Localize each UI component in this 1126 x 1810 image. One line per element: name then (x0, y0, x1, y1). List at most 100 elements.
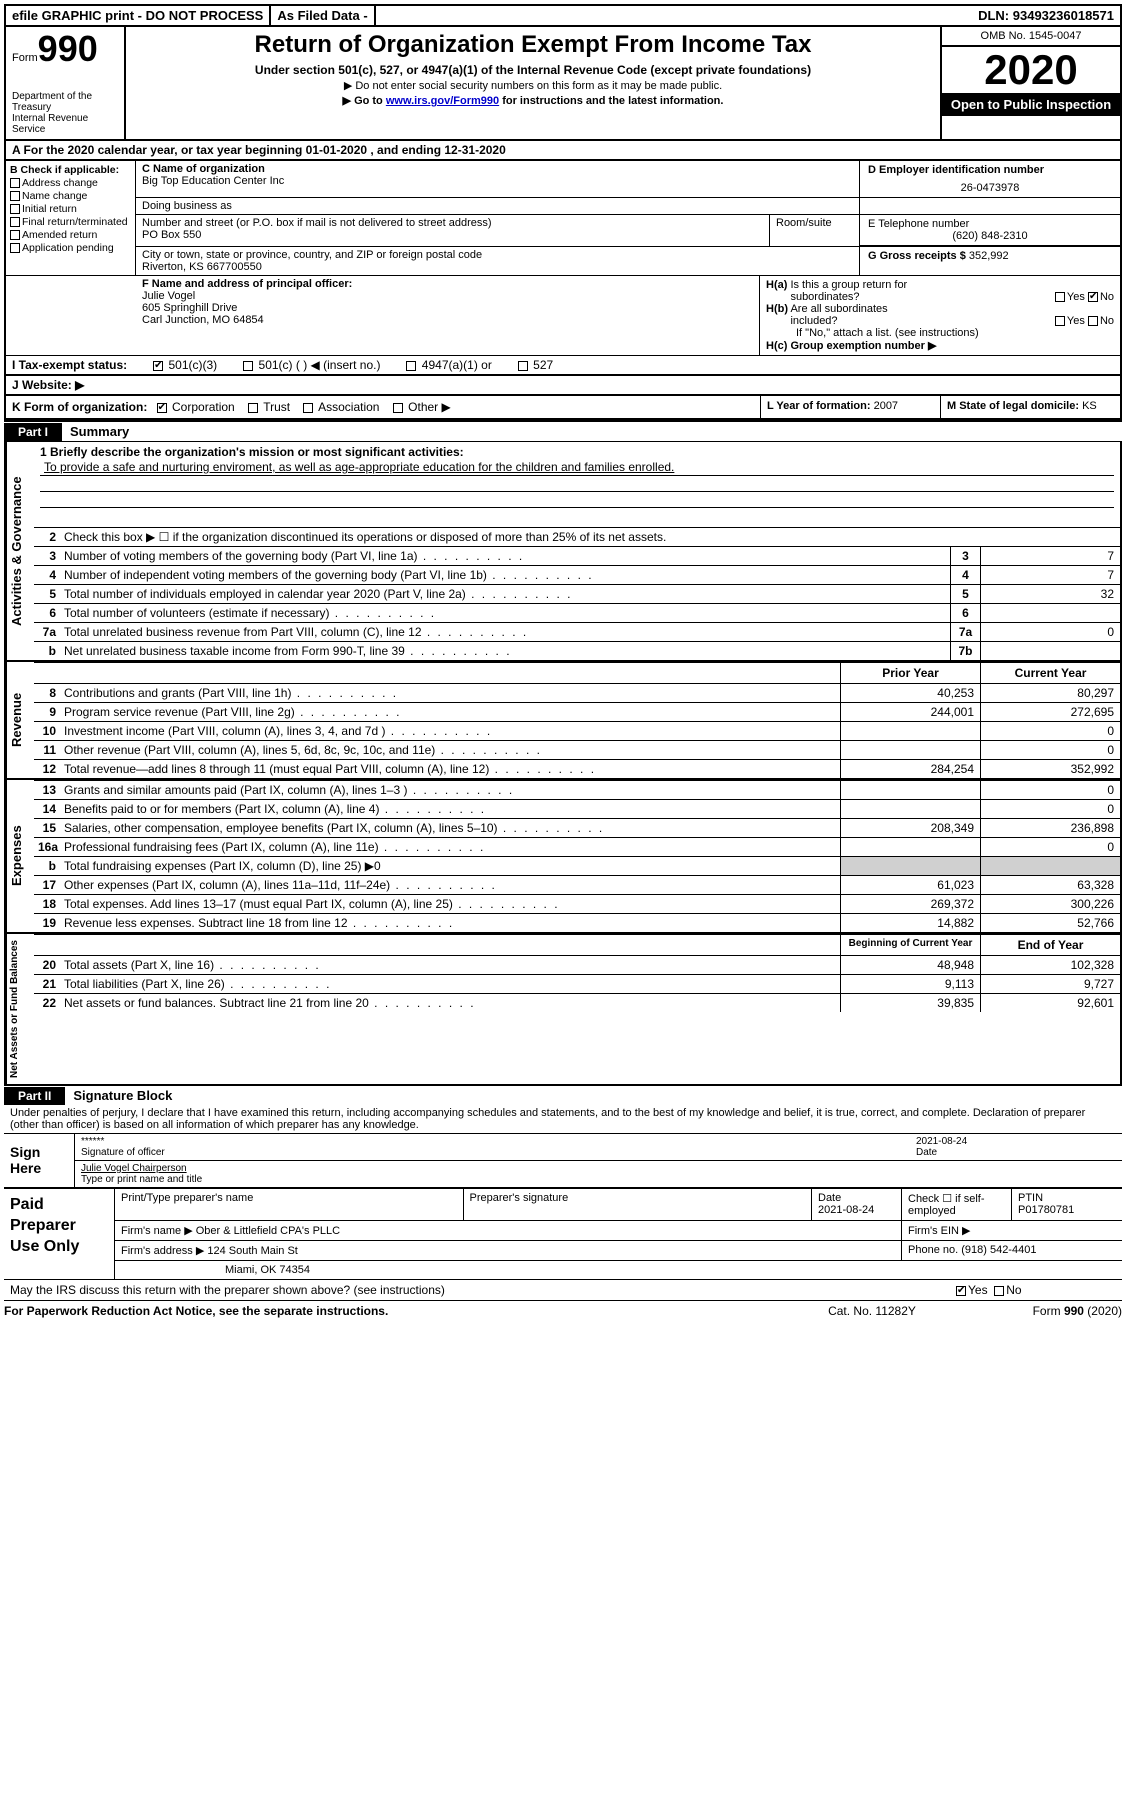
vlabel-expenses: Expenses (6, 780, 34, 932)
section-klm: K Form of organization: ✔ Corporation Tr… (4, 396, 1122, 420)
firm-ein-label: Firm's EIN ▶ (908, 1225, 971, 1237)
firm-phone-label: Phone no. (908, 1244, 958, 1256)
officer-label: F Name and address of principal officer: (142, 278, 753, 290)
paid-preparer-label: Paid Preparer Use Only (4, 1189, 114, 1279)
rev-line-9: 9 Program service revenue (Part VIII, li… (34, 702, 1120, 721)
ptin-label: PTIN (1018, 1192, 1043, 1204)
h-b-note: If "No," attach a list. (see instruction… (766, 327, 1114, 339)
section-i: I Tax-exempt status: ✔ 501(c)(3) 501(c) … (4, 355, 1122, 376)
paid-preparer-block: Paid Preparer Use Only Print/Type prepar… (4, 1187, 1122, 1279)
note-link: ▶ Go to www.irs.gov/Form990 for instruct… (134, 94, 932, 107)
sig-date: 2021-08-24 (916, 1136, 967, 1147)
discuss-text: May the IRS discuss this return with the… (10, 1283, 445, 1297)
street-label: Number and street (or P.O. box if mail i… (142, 217, 763, 229)
h-c: H(c) Group exemption number ▶ (766, 339, 1114, 352)
chk-app-pending[interactable]: Application pending (10, 242, 131, 254)
mission-text: To provide a safe and nurturing envirome… (40, 459, 1114, 476)
firm-addr-label: Firm's address ▶ (121, 1245, 204, 1257)
ptin-value: P01780781 (1018, 1204, 1074, 1216)
org-name-label: C Name of organization (142, 163, 853, 175)
prep-date: 2021-08-24 (818, 1204, 874, 1216)
form-title: Return of Organization Exempt From Incom… (134, 31, 932, 59)
form-ref: Form 990 (2020) (962, 1304, 1122, 1318)
phone-label: E Telephone number (868, 218, 1112, 230)
net-line-21: 21 Total liabilities (Part X, line 26) 9… (34, 974, 1120, 993)
dba-label: Doing business as (142, 200, 853, 212)
chk-name-change[interactable]: Name change (10, 190, 131, 202)
rev-line-10: 10 Investment income (Part VIII, column … (34, 721, 1120, 740)
exp-line-13: 13 Grants and similar amounts paid (Part… (34, 780, 1120, 799)
firm-name: Ober & Littlefield CPA's PLLC (196, 1225, 340, 1237)
part2-title: Signature Block (65, 1086, 180, 1105)
part2-header: Part II (4, 1087, 65, 1105)
part1-title: Summary (62, 422, 137, 441)
exp-line-19: 19 Revenue less expenses. Subtract line … (34, 913, 1120, 932)
org-name: Big Top Education Center Inc (142, 175, 853, 187)
prep-self-emp: Check ☐ if self-employed (902, 1189, 1012, 1220)
efile-notice: efile GRAPHIC print - DO NOT PROCESS (6, 6, 271, 25)
h-b: H(b) Are all subordinates included? Yes … (766, 303, 1114, 327)
gross-receipts-value: 352,992 (969, 250, 1009, 262)
gov-line-4: 4 Number of independent voting members o… (34, 565, 1120, 584)
officer-name: Julie Vogel (142, 290, 753, 302)
form-subtitle: Under section 501(c), 527, or 4947(a)(1)… (134, 63, 932, 77)
exp-line-b: b Total fundraising expenses (Part IX, c… (34, 856, 1120, 875)
sig-date-label: Date (916, 1147, 937, 1158)
discuss-row: May the IRS discuss this return with the… (4, 1279, 1122, 1300)
ein-label: D Employer identification number (868, 164, 1112, 176)
room-label: Room/suite (769, 215, 859, 246)
firm-addr2: Miami, OK 74354 (115, 1261, 1122, 1279)
gov-line-3: 3 Number of voting members of the govern… (34, 546, 1120, 565)
year-formation-label: L Year of formation: (767, 400, 871, 412)
officer-block: F Name and address of principal officer:… (4, 275, 1122, 355)
line-2: Check this box ▶ ☐ if the organization d… (60, 528, 1120, 546)
exp-line-18: 18 Total expenses. Add lines 13–17 (must… (34, 894, 1120, 913)
chk-initial-return[interactable]: Initial return (10, 203, 131, 215)
section-b: B Check if applicable: Address change Na… (6, 161, 136, 275)
net-line-22: 22 Net assets or fund balances. Subtract… (34, 993, 1120, 1012)
entity-block: B Check if applicable: Address change Na… (4, 161, 1122, 275)
open-inspection: Open to Public Inspection (942, 93, 1120, 116)
gov-line-7b: b Net unrelated business taxable income … (34, 641, 1120, 660)
street-value: PO Box 550 (142, 229, 763, 241)
city-value: Riverton, KS 667700550 (142, 261, 853, 273)
sig-stars: ****** (81, 1136, 104, 1147)
domicile-label: M State of legal domicile: (947, 400, 1079, 412)
sig-officer-label: Signature of officer (81, 1147, 165, 1158)
gov-line-5: 5 Total number of individuals employed i… (34, 584, 1120, 603)
chk-address-change[interactable]: Address change (10, 177, 131, 189)
rev-line-8: 8 Contributions and grants (Part VIII, l… (34, 683, 1120, 702)
omb-number: OMB No. 1545-0047 (942, 27, 1120, 47)
net-line-20: 20 Total assets (Part X, line 16) 48,948… (34, 955, 1120, 974)
note-ssn: Do not enter social security numbers on … (134, 79, 932, 92)
website-label: J Website: ▶ (12, 378, 84, 392)
phone-value: (620) 848-2310 (868, 230, 1112, 242)
department: Department of theTreasuryInternal Revenu… (12, 91, 118, 135)
vlabel-revenue: Revenue (6, 662, 34, 778)
h-a: H(a) Is this a group return for subordin… (766, 279, 1114, 303)
col-end: End of Year (980, 935, 1120, 955)
chk-final-return[interactable]: Final return/terminated (10, 216, 131, 228)
chk-amended[interactable]: Amended return (10, 229, 131, 241)
exp-line-16a: 16a Professional fundraising fees (Part … (34, 837, 1120, 856)
section-b-header: B Check if applicable: (10, 164, 131, 176)
paperwork-notice: For Paperwork Reduction Act Notice, see … (4, 1304, 782, 1318)
year-formation: 2007 (874, 400, 898, 412)
firm-phone: (918) 542-4401 (961, 1244, 1036, 1256)
rev-line-11: 11 Other revenue (Part VIII, column (A),… (34, 740, 1120, 759)
col-begin: Beginning of Current Year (840, 935, 980, 955)
ein-value: 26-0473978 (868, 176, 1112, 194)
rev-line-12: 12 Total revenue—add lines 8 through 11 … (34, 759, 1120, 778)
col-current: Current Year (980, 663, 1120, 683)
officer-addr1: 605 Springhill Drive (142, 302, 753, 314)
governance-section: Activities & Governance 1 Briefly descri… (4, 441, 1122, 662)
form-word: Form (12, 52, 38, 64)
row-a-taxyear: A For the 2020 calendar year, or tax yea… (4, 141, 1122, 161)
irs-link[interactable]: www.irs.gov/Form990 (386, 95, 499, 107)
asfiled-label: As Filed Data - (271, 6, 375, 25)
prep-name-label: Print/Type preparer's name (115, 1189, 464, 1220)
exp-line-17: 17 Other expenses (Part IX, column (A), … (34, 875, 1120, 894)
exp-line-14: 14 Benefits paid to or for members (Part… (34, 799, 1120, 818)
vlabel-net: Net Assets or Fund Balances (6, 934, 34, 1084)
cat-no: Cat. No. 11282Y (782, 1304, 962, 1318)
